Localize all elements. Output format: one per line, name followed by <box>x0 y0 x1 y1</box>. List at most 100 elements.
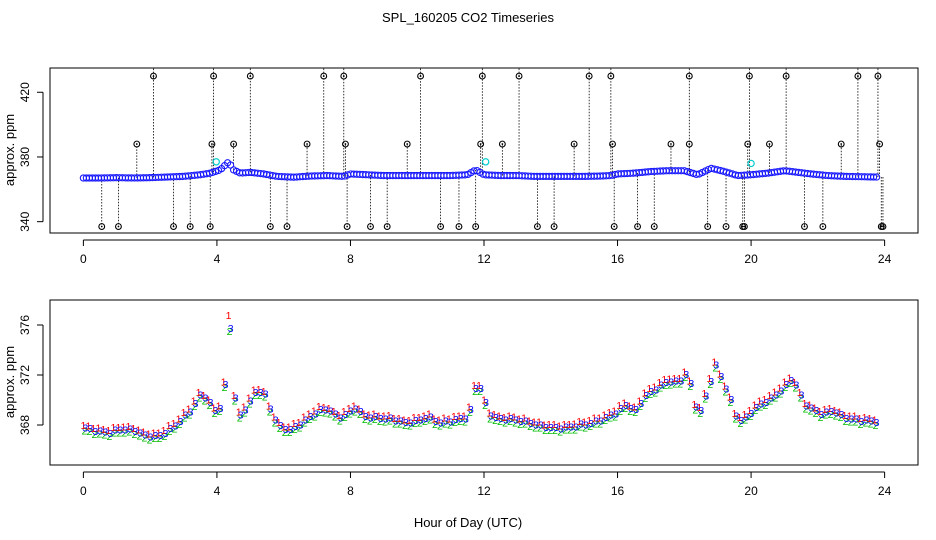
outlier-marker <box>383 223 391 230</box>
series-3-point: 3 <box>799 390 805 402</box>
series-3-point: 3 <box>463 413 469 425</box>
series-1-point: 1 <box>696 402 702 414</box>
series-1-point: 1 <box>296 417 302 429</box>
series-1-point: 1 <box>571 419 577 431</box>
series-2-point: 2 <box>873 420 879 432</box>
series-2-point: 2 <box>717 374 723 386</box>
top-x-tick-label: 12 <box>477 252 491 266</box>
series-1-point: 1 <box>471 380 477 392</box>
series-3-point: 3 <box>178 416 184 428</box>
outlier-marker-center <box>588 75 591 77</box>
outlier-marker-center <box>346 225 349 228</box>
outlier-marker <box>210 72 218 80</box>
top-panel-frame <box>49 67 919 234</box>
series-2-point: 2 <box>442 418 448 430</box>
series-2-point: 2 <box>607 413 613 425</box>
series-2-point: 2 <box>362 414 368 426</box>
series-2-point: 2 <box>397 419 403 431</box>
series-3-point: 3 <box>829 406 835 418</box>
outlier-marker-center <box>840 143 843 145</box>
series-2-point: 2 <box>372 414 378 426</box>
outlier-marker <box>740 223 748 230</box>
series-1-point: 1 <box>641 387 647 399</box>
outlier-marker-center <box>117 225 120 228</box>
series-1-point: 1 <box>746 405 752 417</box>
bottom-y-axis: 368 372 376 <box>18 315 44 435</box>
outlier-marker <box>610 223 618 230</box>
outlier-marker-center <box>406 143 409 145</box>
outlier-marker <box>403 140 411 148</box>
series-2-point: 2 <box>317 407 323 419</box>
series-1-point: 1 <box>116 422 122 434</box>
top-y-axis-label: approx. ppm <box>2 114 17 186</box>
series-1-point: 1 <box>481 394 487 406</box>
series-2-point: 2 <box>863 418 869 430</box>
series-3-point: 3 <box>834 408 840 420</box>
series-1-point: 1 <box>256 384 262 396</box>
series-2-point: 2 <box>267 406 273 418</box>
series-3-point: 3 <box>508 413 514 425</box>
series-1-point: 1 <box>792 377 798 389</box>
outlier-marker <box>98 223 106 230</box>
series-3-point: 3 <box>278 420 284 432</box>
series-1-point: 1 <box>711 357 717 369</box>
series-3-point: 3 <box>779 385 785 397</box>
series-2-point: 2 <box>547 425 553 437</box>
outlier-marker <box>208 140 216 148</box>
series-3-point: 3 <box>288 424 294 436</box>
series-2-point: 2 <box>447 419 453 431</box>
series-1-point: 1 <box>772 387 778 399</box>
series-3-point: 3 <box>108 428 114 440</box>
series-3-point: 3 <box>102 427 108 439</box>
series-3-point: 3 <box>443 415 449 427</box>
series-2-point: 2 <box>357 409 363 421</box>
outlier-marker <box>283 223 291 230</box>
series-2-point: 2 <box>557 426 563 438</box>
outlier-marker-center <box>613 225 616 228</box>
series-1-point: 1 <box>341 406 347 418</box>
series-3-point: 3 <box>273 414 279 426</box>
series-1-point: 1 <box>716 368 722 380</box>
series-1-point: 1 <box>171 418 177 430</box>
series-2-point: 2 <box>627 406 633 418</box>
series-1-point: 1 <box>676 373 682 385</box>
series-1-point: 1 <box>146 429 152 441</box>
series-3-point: 3 <box>198 390 204 402</box>
series-3-point: 3 <box>844 413 850 425</box>
series-1-point: 1 <box>476 380 482 392</box>
outlier-marker-center <box>573 143 576 145</box>
series-3-point: 3 <box>183 410 189 422</box>
series-1-point: 1 <box>196 387 202 399</box>
series-1-point: 1 <box>95 423 101 435</box>
outlier-marker-center <box>725 225 727 228</box>
series-3-point: 3 <box>478 383 484 395</box>
series-1-point: 1 <box>646 383 652 395</box>
series-2-point: 2 <box>702 394 708 406</box>
series-3-point: 3 <box>583 419 589 431</box>
top-x-tick-label: 0 <box>80 252 87 266</box>
series-1-point: 1 <box>361 408 367 420</box>
series-2-point: 2 <box>537 422 543 434</box>
series-2-point: 2 <box>813 408 819 420</box>
series-2-point: 2 <box>177 419 183 431</box>
top-x-tick-label: 8 <box>347 252 354 266</box>
series-1-point: 1 <box>90 423 96 435</box>
series-3-point: 3 <box>814 405 820 417</box>
series-3-point: 3 <box>233 393 239 405</box>
series-3-point: 3 <box>283 424 289 436</box>
outlier-marker-center <box>688 143 691 145</box>
series-1-point: 1 <box>802 398 808 410</box>
outlier-marker-center <box>306 143 308 145</box>
series-1-point: 1 <box>326 403 332 415</box>
series-2-point: 2 <box>257 390 263 402</box>
series-1-point: 1 <box>621 397 627 409</box>
outlier-marker <box>876 140 884 148</box>
series-3-point: 3 <box>849 413 855 425</box>
series-1-point: 1 <box>426 409 432 421</box>
series-2-point: 2 <box>262 392 268 404</box>
series-2-point: 2 <box>542 425 548 437</box>
series-3-point: 3 <box>473 383 479 395</box>
series-2-point: 2 <box>322 408 328 420</box>
series-2-point: 2 <box>858 419 864 431</box>
outlier-marker-center <box>536 225 539 228</box>
